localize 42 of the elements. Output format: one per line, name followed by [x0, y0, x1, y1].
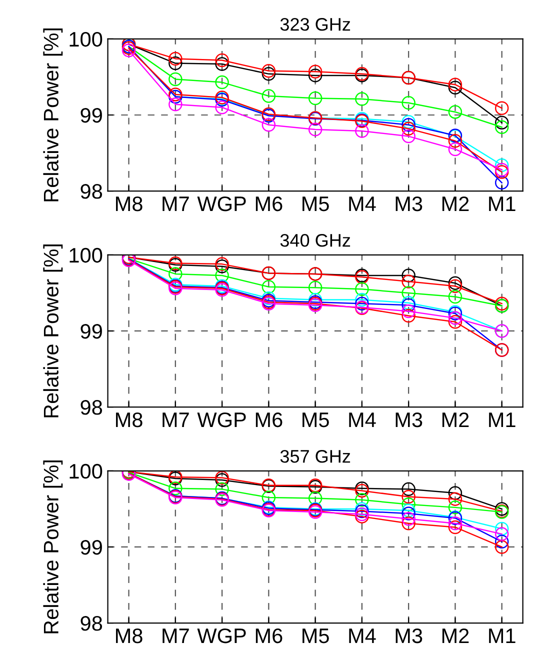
- chart-title: 323 GHz: [280, 18, 350, 31]
- x-tick-label: M5: [302, 412, 329, 428]
- x-tick-label: M8: [116, 628, 142, 644]
- x-tick-label: M8: [116, 412, 142, 428]
- x-tick-label: M4: [349, 628, 376, 643]
- y-tick-label: 99: [80, 324, 102, 339]
- x-tick-label: M5: [302, 628, 329, 644]
- y-tick-label: 100: [70, 32, 102, 47]
- y-tick-label: 99: [80, 108, 102, 123]
- x-tick-label: WGP: [197, 628, 246, 644]
- y-axis-title: Relative Power [%]: [43, 28, 63, 202]
- x-tick-label: M2: [442, 196, 469, 212]
- y-tick-label: 98: [80, 616, 102, 631]
- x-tick-label: M1: [489, 412, 516, 428]
- y-axis-title: Relative Power [%]: [43, 460, 63, 634]
- x-tick-label: M6: [256, 196, 282, 212]
- y-tick-label: 98: [80, 400, 102, 415]
- x-tick-label: M8: [116, 196, 142, 212]
- x-tick-label: M1: [489, 628, 516, 643]
- x-tick-label: M5: [302, 196, 329, 212]
- x-tick-label: M6: [256, 628, 282, 644]
- x-tick-label: M7: [162, 412, 189, 428]
- x-tick-label: M7: [162, 628, 189, 643]
- x-tick-label: WGP: [197, 412, 246, 428]
- x-tick-label: WGP: [197, 196, 246, 212]
- x-tick-label: M3: [396, 412, 422, 428]
- y-tick-label: 100: [70, 248, 102, 263]
- x-tick-label: M4: [349, 412, 376, 428]
- x-tick-label: M6: [256, 412, 282, 428]
- y-axis-title: Relative Power [%]: [43, 244, 63, 418]
- chart-title: 357 GHz: [280, 450, 350, 463]
- y-tick-label: 100: [70, 464, 102, 479]
- chart-title: 340 GHz: [280, 234, 350, 247]
- x-tick-label: M3: [396, 196, 422, 212]
- x-tick-label: M7: [162, 196, 189, 212]
- x-tick-label: M2: [442, 628, 469, 643]
- y-tick-label: 99: [80, 540, 102, 555]
- x-tick-label: M2: [442, 412, 469, 428]
- x-tick-label: M1: [489, 196, 516, 212]
- y-tick-label: 98: [80, 184, 102, 199]
- x-tick-label: M4: [349, 196, 376, 212]
- x-tick-label: M3: [396, 628, 422, 644]
